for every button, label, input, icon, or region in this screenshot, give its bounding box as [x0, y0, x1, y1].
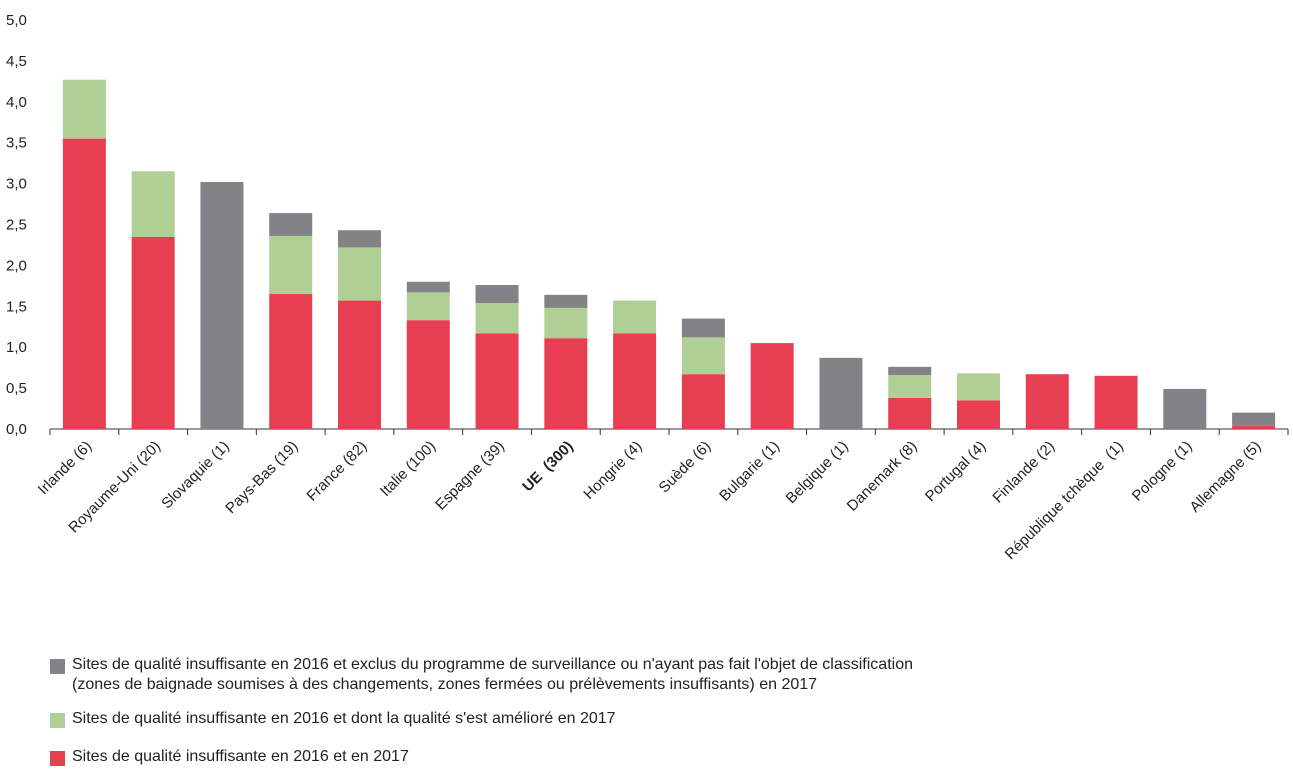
bar-segment-improved [681, 337, 725, 375]
x-category-label: République tchèque (1) [1002, 438, 1127, 563]
bar-segment-excluded [544, 294, 588, 308]
legend-swatch-insufficient [50, 751, 65, 766]
y-tick-label: 3,0 [6, 176, 27, 193]
bar-segment-improved [269, 235, 313, 295]
legend-swatch-improved [50, 713, 65, 728]
legend-label-excluded: Sites de qualité insuffisante en 2016 et… [72, 656, 913, 693]
bar-segment-insufficient [613, 333, 657, 429]
bar-segment-insufficient [1025, 374, 1069, 429]
bar-segment-improved [475, 303, 519, 334]
x-category-label: Irlande (6) [35, 438, 95, 498]
y-tick-label: 3,5 [6, 135, 27, 152]
x-category-label: Italie (100) [377, 438, 439, 500]
y-tick-label: 5,0 [6, 12, 27, 29]
bar-segment-insufficient [750, 343, 794, 429]
legend-label-improved: Sites de qualité insuffisante en 2016 et… [72, 710, 616, 727]
bar-segment-excluded [475, 285, 519, 304]
bar-segment-insufficient [269, 294, 313, 429]
bar-segment-insufficient [406, 320, 450, 429]
bar-segment-improved [131, 171, 175, 237]
bar-segment-excluded [406, 281, 450, 293]
bar-segment-insufficient [957, 400, 1000, 429]
bar-segment-excluded [1232, 412, 1276, 426]
y-tick-label: 0,0 [6, 421, 27, 438]
y-tick-label: 1,0 [6, 339, 27, 356]
bar-segment-excluded [1163, 388, 1207, 429]
x-category-label: Bulgarie (1) [716, 438, 783, 505]
y-tick-label: 2,5 [6, 217, 27, 234]
bar-segment-excluded [888, 366, 932, 376]
legend-label-insufficient: Sites de qualité insuffisante en 2016 et… [72, 748, 409, 765]
legend-swatch-excluded [50, 659, 65, 674]
bar-segment-insufficient [681, 374, 725, 429]
x-category-label: Danemark (8) [844, 438, 921, 515]
x-category-label: Pologne (1) [1129, 438, 1196, 505]
bar-segment-improved [406, 292, 450, 321]
bar-segment-insufficient [62, 138, 106, 430]
y-tick-label: 0,5 [6, 380, 27, 397]
y-tick-label: 4,5 [6, 53, 27, 70]
legend: Sites de qualité insuffisante en 2016 et… [50, 655, 1250, 767]
bar-segment-improved [613, 300, 657, 334]
x-category-label: Hongrie (4) [580, 438, 645, 503]
bar-segment-insufficient [1232, 425, 1276, 429]
x-category-label: France (82) [303, 438, 370, 505]
legend-item-excluded: Sites de qualité insuffisante en 2016 et… [50, 655, 1250, 695]
bar-segment-excluded [200, 181, 244, 429]
bar-segment-insufficient [475, 333, 519, 429]
stacked-bar-chart: 0,0 0,5 1,0 1,5 2,0 2,5 3,0 3,5 4,0 4,5 5,0 Irlande… [6, 12, 1289, 563]
legend-item-insufficient: Sites de qualité insuffisante en 2016 et… [50, 747, 1250, 767]
x-category-label: Pays-Bas (19) [222, 438, 301, 517]
bar-segment-excluded [269, 213, 313, 236]
legend-item-improved: Sites de qualité insuffisante en 2016 et… [50, 709, 1250, 729]
bar-segment-improved [888, 375, 932, 398]
y-tick-label: 2,0 [6, 257, 27, 274]
bar-segment-insufficient [544, 338, 588, 429]
bar-segment-insufficient [338, 300, 381, 429]
bar-segment-excluded [819, 357, 863, 429]
bar-segment-improved [62, 79, 106, 139]
x-category-label: UE (300) [519, 438, 576, 495]
y-tick-label: 4,0 [6, 94, 27, 111]
x-category-label: Belgique (1) [783, 438, 852, 507]
bar-segment-insufficient [888, 397, 932, 429]
x-category-label: Finlande (2) [989, 438, 1058, 507]
x-category-label: Portugal (4) [922, 438, 989, 505]
bar-segment-excluded [681, 318, 725, 338]
bar-segment-improved [544, 307, 588, 339]
x-category-label: Allemagne (5) [1186, 438, 1264, 516]
x-category-label: Espagne (39) [432, 438, 508, 514]
bar-segment-insufficient [131, 236, 175, 429]
y-tick-label: 1,5 [6, 298, 27, 315]
x-category-label: Slovaquie (1) [158, 438, 233, 513]
bar-segment-improved [338, 247, 381, 301]
bar-segment-insufficient [1094, 375, 1138, 429]
x-category-label: Suède (6) [656, 438, 715, 497]
bar-segment-excluded [338, 230, 381, 248]
bar-segment-improved [957, 373, 1000, 401]
